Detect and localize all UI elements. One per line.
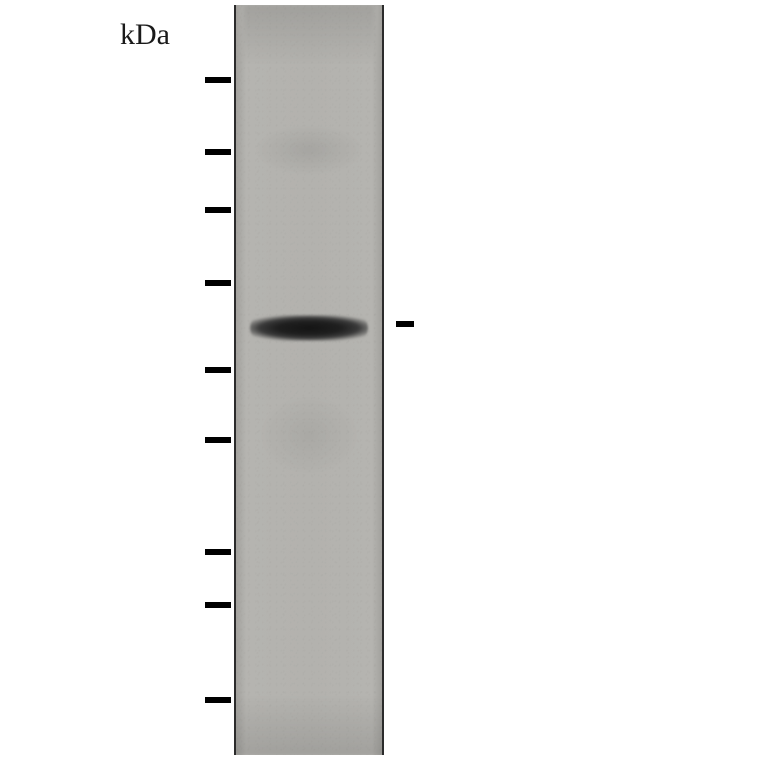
mw-tick-100 <box>205 207 231 213</box>
protein-band-0 <box>250 315 368 341</box>
lane-border-left <box>234 5 236 755</box>
western-blot-figure: kDa 250150100755037252015 <box>0 0 764 764</box>
mw-tick-50 <box>205 367 231 373</box>
lane-border-right <box>382 5 384 755</box>
mw-tick-15 <box>205 697 231 703</box>
mw-tick-75 <box>205 280 231 286</box>
lane-smudge-0 <box>244 5 374 65</box>
mw-tick-250 <box>205 77 231 83</box>
gel-lane-1 <box>234 5 384 755</box>
mw-tick-150 <box>205 149 231 155</box>
lane-smudge-3 <box>234 695 384 755</box>
mw-ladder: 250150100755037252015 <box>0 0 240 764</box>
mw-tick-37 <box>205 437 231 443</box>
mw-tick-20 <box>205 602 231 608</box>
band-indicator-tick <box>396 321 414 327</box>
lane-background <box>234 5 384 755</box>
lane-smudge-1 <box>254 125 364 175</box>
lane-smudge-2 <box>259 395 359 475</box>
mw-tick-25 <box>205 549 231 555</box>
